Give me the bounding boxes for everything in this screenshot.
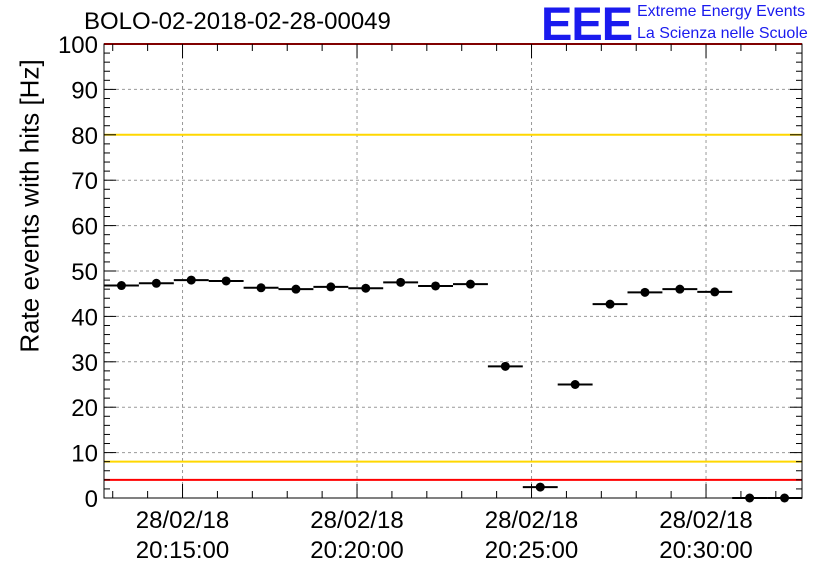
data-point <box>291 284 301 294</box>
y-tick-label: 70 <box>71 168 98 195</box>
logo-line-1: Extreme Energy Events <box>637 3 806 20</box>
y-tick-label: 60 <box>71 214 98 241</box>
data-point <box>710 287 720 297</box>
x-tick-time: 20:20:00 <box>310 537 404 564</box>
x-tick-label: 28/02/18 20:30:00 <box>659 506 752 566</box>
data-point <box>116 281 126 291</box>
data-point <box>605 299 615 309</box>
data-point <box>570 380 580 389</box>
y-tick-label: 30 <box>71 350 98 377</box>
data-point <box>640 287 650 297</box>
y-tick-label: 40 <box>71 304 98 331</box>
eee-logo: EEE <box>541 0 633 50</box>
x-tick-date: 28/02/18 <box>659 507 753 534</box>
data-point <box>221 276 231 286</box>
data-point <box>186 275 196 285</box>
x-tick-time: 20:15:00 <box>135 537 230 564</box>
x-tick-date: 28/02/18 <box>135 507 230 534</box>
data-point <box>465 279 475 289</box>
data-point <box>745 493 755 503</box>
chart-title: BOLO-02-2018-02-28-00049 <box>84 8 391 35</box>
y-tick-label: 100 <box>58 32 98 59</box>
y-tick-label: 10 <box>71 441 98 468</box>
x-tick-label: 28/02/18 20:15:00 <box>136 506 229 566</box>
data-point <box>431 281 441 291</box>
data-point <box>361 283 371 293</box>
data-point <box>396 277 406 287</box>
x-tick-date: 28/02/18 <box>484 507 579 534</box>
x-tick-label: 28/02/18 20:25:00 <box>485 506 578 566</box>
y-tick-label: 90 <box>71 77 98 104</box>
data-point <box>151 278 161 288</box>
data-point <box>780 493 790 503</box>
x-tick-time: 20:30:00 <box>659 537 753 564</box>
data-point <box>535 482 545 492</box>
y-tick-label: 50 <box>71 259 98 286</box>
data-point <box>326 282 336 292</box>
x-tick-label: 28/02/18 20:20:00 <box>310 506 403 566</box>
logo-line-2: La Scienza nelle Scuole <box>637 25 808 42</box>
data-point <box>500 361 510 371</box>
y-tick-label: 80 <box>71 123 98 150</box>
x-tick-time: 20:25:00 <box>484 537 579 564</box>
x-tick-date: 28/02/18 <box>310 507 404 534</box>
y-tick-label: 20 <box>71 395 98 422</box>
data-point <box>675 284 685 294</box>
y-tick-label: 0 <box>85 486 98 513</box>
data-point <box>256 283 266 293</box>
